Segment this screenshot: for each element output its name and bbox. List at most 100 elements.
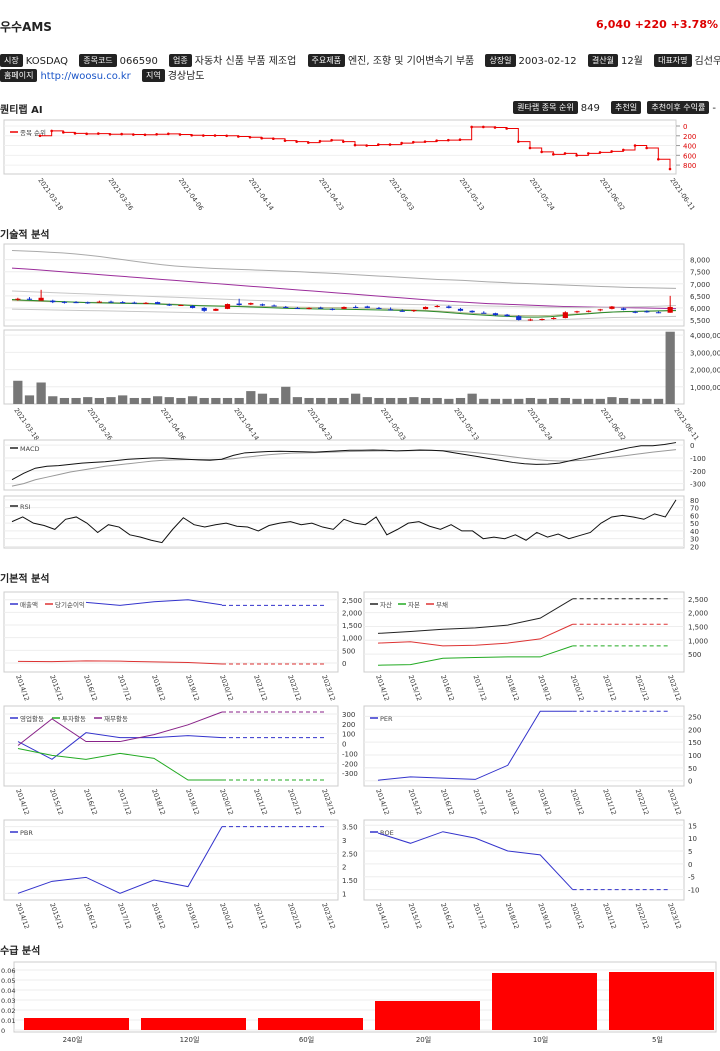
pbr-ytick-label: 2 <box>342 864 346 872</box>
volume-ytick-label: 1,000,000 <box>690 384 720 392</box>
price-candle-body <box>283 306 289 308</box>
rank-point <box>365 144 368 147</box>
fiscal-tag: 결산월 <box>587 54 618 67</box>
volume-bar <box>36 382 46 404</box>
assets-ytick-label: 500 <box>688 651 701 659</box>
rank-point <box>528 146 532 150</box>
supply-xtick-label: 240일 <box>63 1035 83 1044</box>
per-ytick-label: 200 <box>688 726 701 734</box>
price-ytick-label: 7,500 <box>690 269 710 277</box>
macd-line <box>11 442 677 481</box>
technical-xtick-label: 2021-04-23 <box>306 407 334 443</box>
cashflow-ytick-label: 200 <box>342 721 355 729</box>
rank-xtick-label: 2021-05-13 <box>458 177 486 210</box>
listed-tag: 상장일 <box>485 54 516 67</box>
revenue-series-line <box>85 599 223 606</box>
region-tag: 지역 <box>141 69 165 82</box>
revenue-xtick-label: 2015/12 <box>48 674 65 702</box>
price-candle-body <box>236 303 242 306</box>
per-ytick-label: 50 <box>688 765 697 773</box>
cashflow-ytick-label: 0 <box>342 741 346 749</box>
price-ma-long-line <box>11 250 677 289</box>
price-candle-body <box>574 311 580 313</box>
volume-bar <box>607 397 617 404</box>
revenue-ytick-label: 2,500 <box>342 597 362 605</box>
price-candle-body <box>469 310 475 313</box>
rank-point <box>283 139 287 142</box>
rank-point <box>540 150 543 154</box>
price-candle-body <box>644 311 650 313</box>
rank-point <box>237 135 240 138</box>
volume-bar <box>525 397 536 404</box>
revenue-xtick-label: 2017/12 <box>116 674 133 702</box>
rank-point <box>668 167 672 171</box>
cashflow-series-line <box>17 711 223 746</box>
volume-bar <box>152 396 163 404</box>
current-price: 6,040 <box>595 18 631 31</box>
macd-panel-frame <box>3 439 685 491</box>
rank-xtick-label: 2021-05-03 <box>387 177 415 210</box>
rank-chart-frame <box>3 119 677 175</box>
rank-point <box>435 139 438 142</box>
volume-bar <box>409 397 419 404</box>
price-candle-body <box>527 319 533 321</box>
industry-tag: 업종 <box>169 54 192 67</box>
price-candle-body <box>259 304 266 306</box>
revenue-ytick-label: 500 <box>342 647 355 655</box>
cashflow-ytick-label: 300 <box>342 711 355 719</box>
price-candle-body <box>434 305 440 307</box>
per-series-line <box>377 710 573 781</box>
price-candle-body <box>85 302 91 304</box>
per-xtick-label: 2020/12 <box>569 788 586 816</box>
volume-bar <box>234 397 244 404</box>
rank-point <box>645 146 648 150</box>
volume-bar <box>490 398 501 404</box>
volume-bar <box>642 398 652 404</box>
rsi-ytick-label: 70 <box>690 505 699 513</box>
roe-ytick-label: 0 <box>688 861 692 869</box>
rank-point <box>563 152 567 155</box>
volume-bar <box>455 397 466 404</box>
pbr-xtick-label: 2019/12 <box>184 902 201 930</box>
rank-point <box>598 151 602 154</box>
volume-bar <box>292 397 303 404</box>
volume-bar <box>618 397 629 404</box>
revenue-xtick-label: 2018/12 <box>150 674 167 702</box>
supply-bar <box>258 1018 363 1030</box>
volume-bar <box>572 398 582 404</box>
assets-legend-label: 자산 <box>380 600 392 609</box>
cashflow-xtick-label: 2022/12 <box>286 788 303 816</box>
rank-ytick-label: 800 <box>683 162 696 170</box>
price-candle-body <box>166 304 172 306</box>
technical-xtick-label: 2021-04-14 <box>232 407 260 443</box>
rank-summary: 퀀타랩 종목 순위 849 추천일 추천이후 수익률 - <box>513 101 716 114</box>
roe-ytick-label: 5 <box>688 848 692 856</box>
rank-point <box>155 133 158 136</box>
cashflow-ytick-label: -100 <box>342 750 358 758</box>
rank-point <box>120 132 123 136</box>
price-candle-body <box>504 314 510 317</box>
rank-xtick-label: 2021-04-23 <box>317 177 345 210</box>
rsi-line <box>11 499 677 544</box>
roe-ytick-label: 15 <box>688 822 697 830</box>
homepage-link[interactable]: http://woosu.co.kr <box>40 71 131 82</box>
price-candle-body <box>73 302 79 304</box>
rank-point <box>73 132 77 135</box>
price-candle-body <box>609 306 615 309</box>
rank-point <box>517 140 520 143</box>
rsi-legend-label: RSI <box>20 503 31 511</box>
price-candle-body <box>155 302 161 305</box>
price-candle-body <box>586 310 592 312</box>
supply-xtick-label: 5일 <box>652 1035 663 1044</box>
roe-panel-frame <box>363 819 685 901</box>
macd-ytick-label: 0 <box>690 442 694 450</box>
volume-bar <box>48 396 58 404</box>
roe-xtick-label: 2019/12 <box>536 902 553 930</box>
volume-bar <box>444 398 454 404</box>
rank-point <box>260 136 263 140</box>
roe-xtick-label: 2015/12 <box>407 902 424 930</box>
price-candle-body <box>551 318 557 320</box>
price-candle-body <box>387 309 394 311</box>
rank-point <box>610 150 613 153</box>
price-candle-body <box>632 311 638 313</box>
